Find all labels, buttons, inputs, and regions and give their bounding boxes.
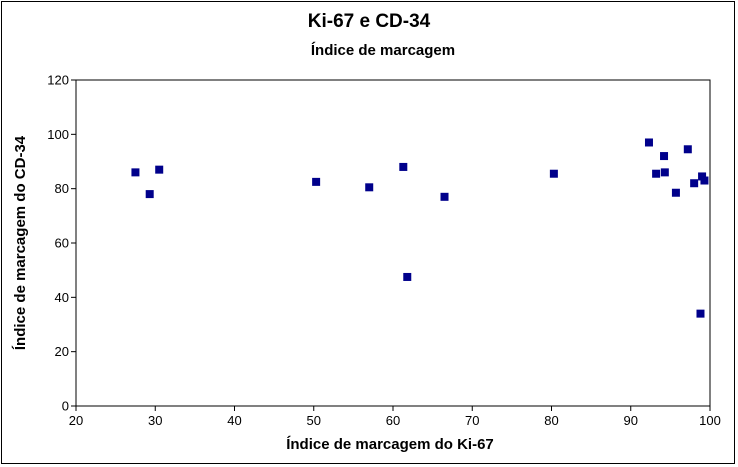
data-point	[660, 152, 669, 161]
x-axis: 20 30 40 50 60 70 80 90 100	[69, 406, 721, 428]
chart-subtitle: Índice de marcagem	[311, 42, 455, 59]
y-tick-label: 0	[62, 399, 69, 414]
data-point	[644, 138, 653, 147]
x-tick-label: 90	[624, 413, 638, 428]
y-tick-label: 80	[55, 181, 69, 196]
data-point	[399, 162, 408, 171]
data-point	[131, 168, 140, 177]
plot-area	[75, 79, 711, 407]
x-tick-label: 70	[465, 413, 479, 428]
y-axis-label: Índice de marcagem do CD-34	[12, 135, 29, 350]
data-point	[312, 177, 321, 186]
data-point	[696, 309, 705, 318]
data-point	[365, 183, 374, 192]
y-tick-label: 100	[47, 127, 69, 142]
data-point	[700, 176, 709, 185]
data-point	[145, 190, 154, 199]
x-tick-label: 20	[69, 413, 83, 428]
x-tick-label: 40	[227, 413, 241, 428]
x-tick-label: 100	[699, 413, 721, 428]
x-tick-label: 80	[544, 413, 558, 428]
data-point	[652, 169, 661, 178]
data-point	[440, 192, 449, 201]
x-tick-label: 50	[307, 413, 321, 428]
x-tick-label: 30	[148, 413, 162, 428]
y-tick-label: 40	[55, 290, 69, 305]
data-point	[549, 169, 558, 178]
data-point	[155, 165, 164, 174]
y-tick-label: 20	[55, 344, 69, 359]
y-axis: 0 20 40 60 80 100 120	[47, 73, 76, 414]
y-tick-label: 60	[55, 236, 69, 251]
data-point	[698, 172, 707, 181]
chart-title: Ki-67 e CD-34	[308, 11, 431, 32]
x-axis-label: Índice de marcagem do Ki-67	[286, 436, 494, 453]
data-point	[683, 145, 692, 154]
data-point	[671, 188, 680, 197]
data-point	[403, 272, 412, 281]
data-point	[660, 168, 669, 177]
y-tick-label: 120	[47, 73, 69, 88]
data-points	[131, 138, 709, 318]
data-point	[690, 179, 699, 188]
x-tick-label: 60	[386, 413, 400, 428]
